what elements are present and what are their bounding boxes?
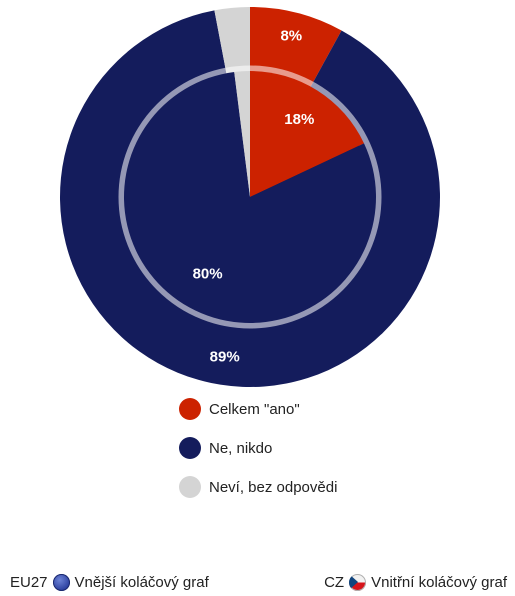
eu-flag-icon	[52, 574, 70, 591]
legend-swatch-dont-know	[179, 476, 201, 498]
legend-label-yes: Celkem "ano"	[209, 400, 300, 418]
outer-label-0: 8%	[280, 28, 302, 45]
inner-label-1: 80%	[193, 266, 223, 283]
footer-outer-label: Vnější koláčový graf	[74, 574, 209, 591]
pie-chart: 8% 89% 18% 80%	[60, 7, 441, 388]
legend-label-dont-know: Neví, bez odpovědi	[209, 478, 338, 496]
inner-slice-0	[250, 71, 365, 197]
legend-item-dont-know: Neví, bez odpovědi	[179, 476, 337, 498]
footer-inner-code: CZ	[324, 574, 345, 591]
cz-flag-icon	[349, 574, 367, 591]
legend-item-yes: Celkem "ano"	[179, 398, 337, 420]
legend-item-no: Ne, nikdo	[179, 437, 337, 459]
footer-outer-series: EU27 Vnější koláčový graf	[10, 574, 209, 591]
inner-pie	[124, 71, 377, 323]
inner-slice-1	[124, 71, 377, 323]
legend-swatch-no	[179, 437, 201, 459]
legend: Celkem "ano" Ne, nikdo Neví, bez odpověd…	[179, 398, 337, 515]
footer-inner-label: Vnitřní koláčový graf	[371, 574, 507, 591]
legend-swatch-yes	[179, 398, 201, 420]
outer-label-1: 89%	[210, 349, 240, 366]
footer-inner-series: CZ Vnitřní koláčový graf	[324, 574, 507, 591]
inner-slice-2	[234, 71, 250, 197]
footer-outer-code: EU27	[10, 574, 48, 591]
inner-label-0: 18%	[284, 111, 314, 128]
data-labels: 8% 89% 18% 80%	[193, 28, 315, 366]
legend-label-no: Ne, nikdo	[209, 439, 273, 457]
